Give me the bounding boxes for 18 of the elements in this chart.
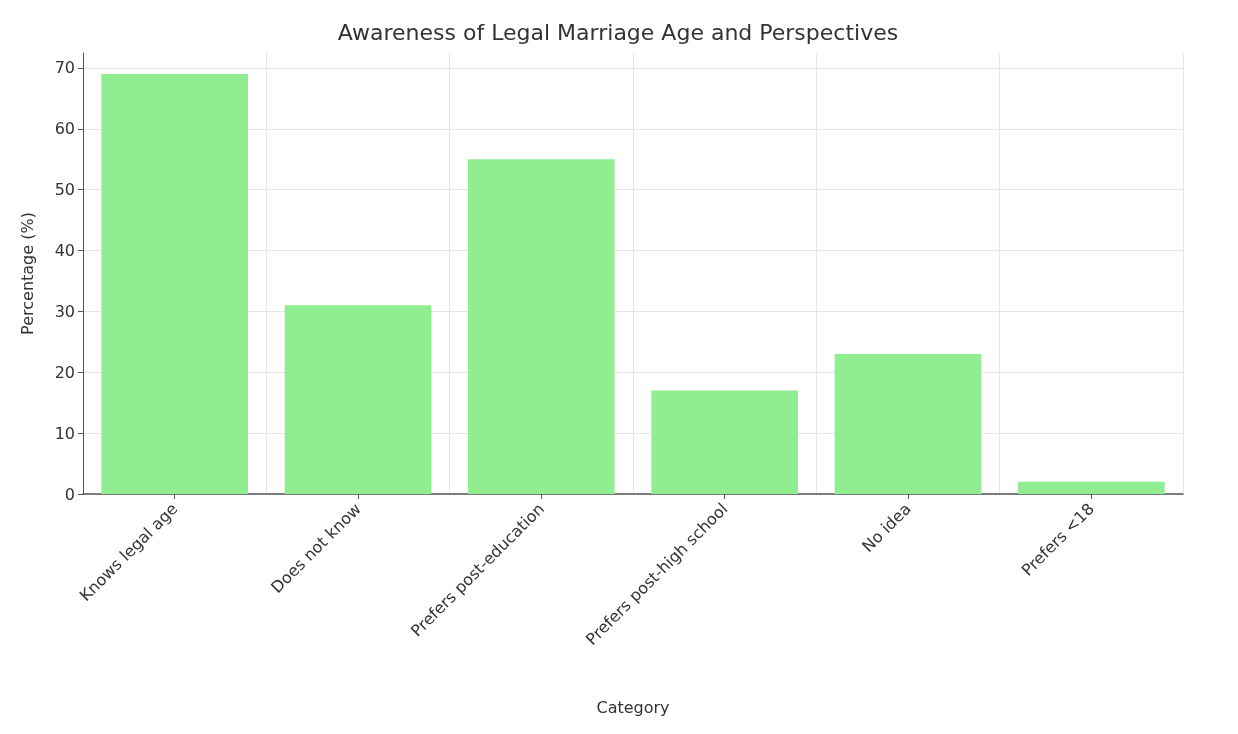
y-tick-label: 0 [64,484,75,504]
y-axis-title: Percentage (%) [17,212,37,335]
x-axis-title: Category [596,697,670,717]
bar [834,354,982,494]
y-tick-label: 60 [54,119,75,139]
y-tick-label: 40 [54,241,75,261]
y-tick-label: 10 [54,423,75,443]
x-tick-label: No idea [858,499,915,556]
bar [1018,481,1165,494]
chart-title: Awareness of Legal Marriage Age and Perspectives [337,19,899,45]
bar [101,74,248,494]
bar [651,390,798,494]
y-tick-label: 50 [54,180,75,200]
y-tick-label: 70 [54,58,75,78]
y-tick-label: 20 [54,362,75,382]
y-tick-label: 30 [54,301,75,321]
bar [284,305,432,494]
bar [468,159,615,494]
